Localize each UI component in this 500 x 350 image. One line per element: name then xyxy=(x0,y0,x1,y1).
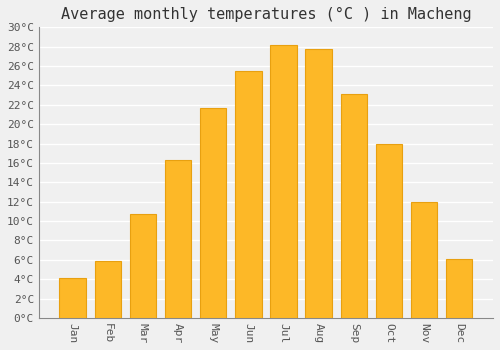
Bar xyxy=(376,144,402,318)
Bar xyxy=(306,49,332,318)
Bar xyxy=(411,202,438,318)
Bar xyxy=(200,108,226,318)
Bar xyxy=(165,160,191,318)
Bar xyxy=(446,259,472,318)
Bar xyxy=(235,71,262,318)
Bar xyxy=(130,214,156,318)
Bar xyxy=(340,94,367,318)
Bar xyxy=(270,45,296,318)
Bar xyxy=(60,278,86,318)
Bar xyxy=(94,261,121,318)
Title: Average monthly temperatures (°C ) in Macheng: Average monthly temperatures (°C ) in Ma… xyxy=(60,7,471,22)
